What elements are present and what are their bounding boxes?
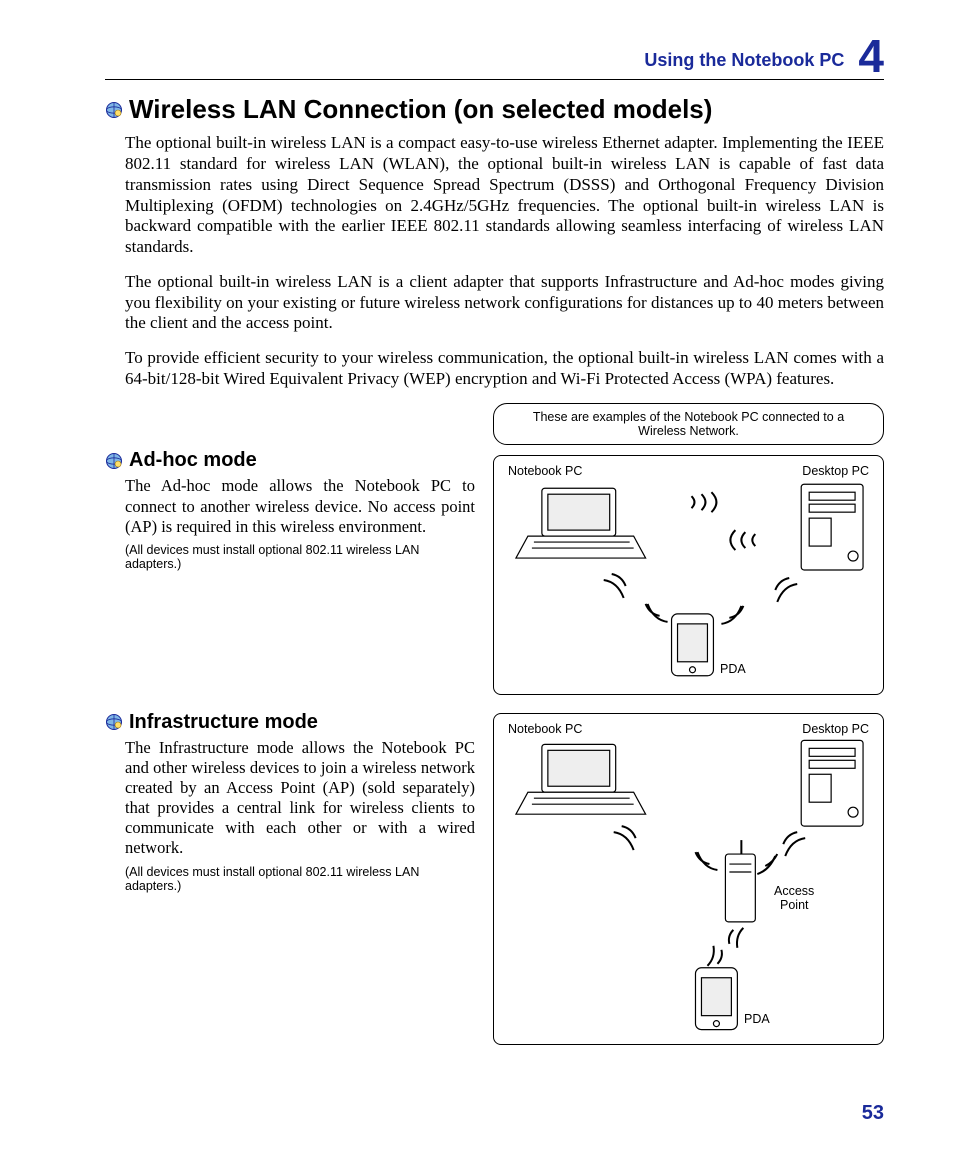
label-desktop-2: Desktop PC bbox=[802, 722, 869, 736]
two-column-area: Ad-hoc mode The Ad-hoc mode allows the N… bbox=[105, 403, 884, 1045]
adhoc-heading-text: Ad-hoc mode bbox=[129, 449, 257, 472]
paragraph-3: To provide efficient security to your wi… bbox=[125, 348, 884, 389]
label-ap-2: Point bbox=[780, 898, 809, 912]
infra-svg bbox=[494, 714, 883, 1044]
header-title: Using the Notebook PC bbox=[644, 50, 844, 77]
figure-caption: These are examples of the Notebook PC co… bbox=[493, 403, 884, 445]
infra-heading: Infrastructure mode bbox=[105, 711, 475, 734]
chapter-number: 4 bbox=[858, 36, 884, 77]
infra-body: The Infrastructure mode allows the Noteb… bbox=[125, 738, 475, 859]
label-desktop: Desktop PC bbox=[802, 464, 869, 478]
globe-icon bbox=[105, 101, 123, 119]
adhoc-heading: Ad-hoc mode bbox=[105, 449, 475, 472]
paragraph-1: The optional built-in wireless LAN is a … bbox=[125, 133, 884, 257]
infra-heading-text: Infrastructure mode bbox=[129, 711, 318, 734]
diagram-adhoc: Notebook PC Desktop PC PDA bbox=[493, 455, 884, 695]
globe-icon bbox=[105, 713, 123, 731]
adhoc-svg bbox=[494, 456, 883, 694]
globe-icon bbox=[105, 452, 123, 470]
right-column: These are examples of the Notebook PC co… bbox=[493, 403, 884, 1045]
infra-note: (All devices must install optional 802.1… bbox=[125, 865, 475, 893]
label-notebook-2: Notebook PC bbox=[508, 722, 582, 736]
label-pda-2: PDA bbox=[744, 1012, 770, 1026]
main-heading: Wireless LAN Connection (on selected mod… bbox=[105, 94, 884, 125]
paragraph-2: The optional built-in wireless LAN is a … bbox=[125, 272, 884, 334]
page-header: Using the Notebook PC 4 bbox=[105, 36, 884, 80]
adhoc-body: The Ad-hoc mode allows the Notebook PC t… bbox=[125, 476, 475, 536]
page: Using the Notebook PC 4 Wireless LAN Con… bbox=[0, 0, 954, 1155]
label-pda: PDA bbox=[720, 662, 746, 676]
left-column: Ad-hoc mode The Ad-hoc mode allows the N… bbox=[105, 403, 475, 1045]
diagram-infra: Notebook PC Desktop PC Access Point PDA bbox=[493, 713, 884, 1045]
page-number: 53 bbox=[862, 1102, 884, 1125]
main-heading-text: Wireless LAN Connection (on selected mod… bbox=[129, 94, 712, 125]
adhoc-note: (All devices must install optional 802.1… bbox=[125, 543, 475, 571]
label-notebook: Notebook PC bbox=[508, 464, 582, 478]
label-ap-1: Access bbox=[774, 884, 814, 898]
